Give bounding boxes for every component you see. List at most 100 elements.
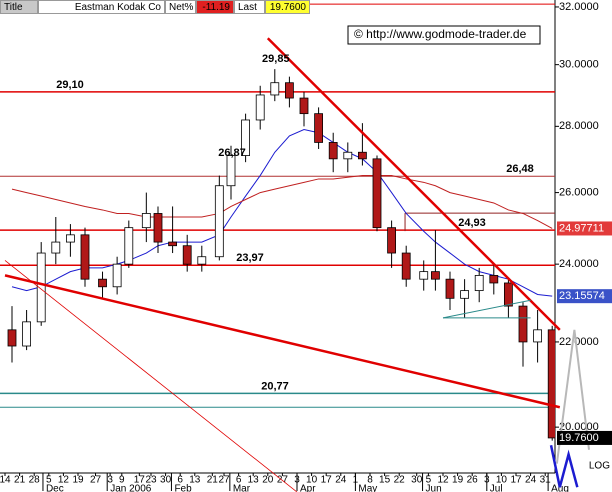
header-last-label: Last xyxy=(234,0,265,14)
x-tick-label: 30 xyxy=(160,475,172,486)
candle-body xyxy=(197,256,207,265)
price-tag xyxy=(557,430,612,445)
candle-body xyxy=(328,142,338,160)
candle-body xyxy=(518,305,528,343)
month-label: May xyxy=(358,484,377,492)
moving-average xyxy=(11,129,553,297)
candle-body xyxy=(153,213,163,243)
candle-body xyxy=(357,151,367,160)
x-tick-label: 13 xyxy=(189,475,201,486)
candle-body xyxy=(299,97,309,115)
header-name: Eastman Kodak Co xyxy=(38,0,165,14)
x-tick-label: 20 xyxy=(262,475,274,486)
candle-body xyxy=(66,234,75,243)
x-tick-label: 24 xyxy=(525,475,537,486)
x-tick-label: 28 xyxy=(29,475,41,486)
x-tick-label: 17 xyxy=(510,475,522,486)
candle-body xyxy=(255,94,265,121)
candle-body xyxy=(419,271,429,280)
y-tick-label: 26.0000 xyxy=(559,186,599,198)
x-tick-label: 22 xyxy=(394,475,406,486)
x-tick-label: 21 xyxy=(14,475,26,486)
moving-average xyxy=(11,175,553,229)
candle-body xyxy=(124,227,134,265)
x-tick-label: 8 xyxy=(367,475,373,486)
header-last: 19.7600 xyxy=(265,0,310,14)
trendline xyxy=(549,444,579,488)
x-tick-label: 10 xyxy=(496,475,508,486)
x-tick-label: 13 xyxy=(248,475,260,486)
y-tick-label: 20.0000 xyxy=(559,421,599,433)
candle-body xyxy=(430,271,440,280)
level-label: 20,77 xyxy=(261,380,289,392)
month-label: Apr xyxy=(300,484,316,492)
candle-body xyxy=(489,274,499,284)
candle-body xyxy=(168,241,178,247)
x-tick-label: 24 xyxy=(335,475,347,486)
candle-body xyxy=(270,82,280,96)
candle-body xyxy=(445,278,455,299)
x-tick-label: 9 xyxy=(119,475,125,486)
month-label: Jun xyxy=(426,484,442,492)
x-tick-label: 27 xyxy=(90,475,102,486)
x-tick-label: 27 xyxy=(218,475,230,486)
x-tick-label: 5 xyxy=(426,475,432,486)
price-tag-label: 19.7600 xyxy=(559,432,599,444)
candle-body xyxy=(474,274,484,292)
candle-body xyxy=(214,185,224,258)
y-tick-label: 22.0000 xyxy=(559,336,599,348)
x-tick-label: 6 xyxy=(236,475,242,486)
y-tick-label: 24.0000 xyxy=(559,258,599,270)
y-tick-label: 28.0000 xyxy=(559,120,599,132)
month-label: Aug xyxy=(551,484,569,492)
y-tick-label: 30.0000 xyxy=(559,59,599,71)
candle-body xyxy=(112,263,122,288)
x-tick-label: 17 xyxy=(321,475,333,486)
candle-body xyxy=(401,252,411,280)
annotation-box xyxy=(347,25,541,45)
trendline xyxy=(555,329,590,464)
x-tick-label: 6 xyxy=(177,475,183,486)
month-label: Dec xyxy=(46,484,64,492)
price-tag xyxy=(557,289,612,304)
trendline xyxy=(4,260,298,492)
x-tick-label: 15 xyxy=(379,475,391,486)
y-tick-label: 32.0000 xyxy=(559,1,599,13)
x-tick-label: 3 xyxy=(107,475,113,486)
x-tick-label: 5 xyxy=(46,475,52,486)
trendline xyxy=(266,37,561,331)
candle-body xyxy=(533,329,542,343)
candle-body xyxy=(80,234,90,280)
x-tick-label: 23 xyxy=(145,475,157,486)
candle-body xyxy=(503,282,513,307)
candle-body xyxy=(22,321,32,347)
candle-body xyxy=(51,241,61,254)
header-title: Title xyxy=(0,0,38,14)
x-tick-label: 19 xyxy=(452,475,464,486)
price-tag xyxy=(557,221,612,236)
level-label: 24,93 xyxy=(458,217,486,229)
x-tick-label: 14 xyxy=(0,475,11,486)
candle-body xyxy=(241,119,251,156)
candle-body xyxy=(284,82,294,99)
level-label: 29,10 xyxy=(56,79,84,91)
trendline xyxy=(442,299,531,319)
peak-label: 29,85 xyxy=(262,53,290,65)
header-net-label: Net% xyxy=(165,0,196,14)
candle-body xyxy=(141,213,151,229)
month-label: Feb xyxy=(174,484,192,492)
candle-body xyxy=(98,278,107,288)
x-tick-label: 10 xyxy=(306,475,318,486)
month-label: Mar xyxy=(233,484,251,492)
candle-body xyxy=(7,329,17,347)
annotation: © http://www.godmode-trader.de xyxy=(354,27,527,41)
x-tick-label: 19 xyxy=(72,475,84,486)
x-tick-label: 12 xyxy=(437,475,449,486)
scale-label: LOG xyxy=(589,461,610,472)
x-tick-label: 30 xyxy=(411,475,423,486)
x-tick-label: 21 xyxy=(207,475,219,486)
header-net: -11.19 xyxy=(196,0,234,14)
